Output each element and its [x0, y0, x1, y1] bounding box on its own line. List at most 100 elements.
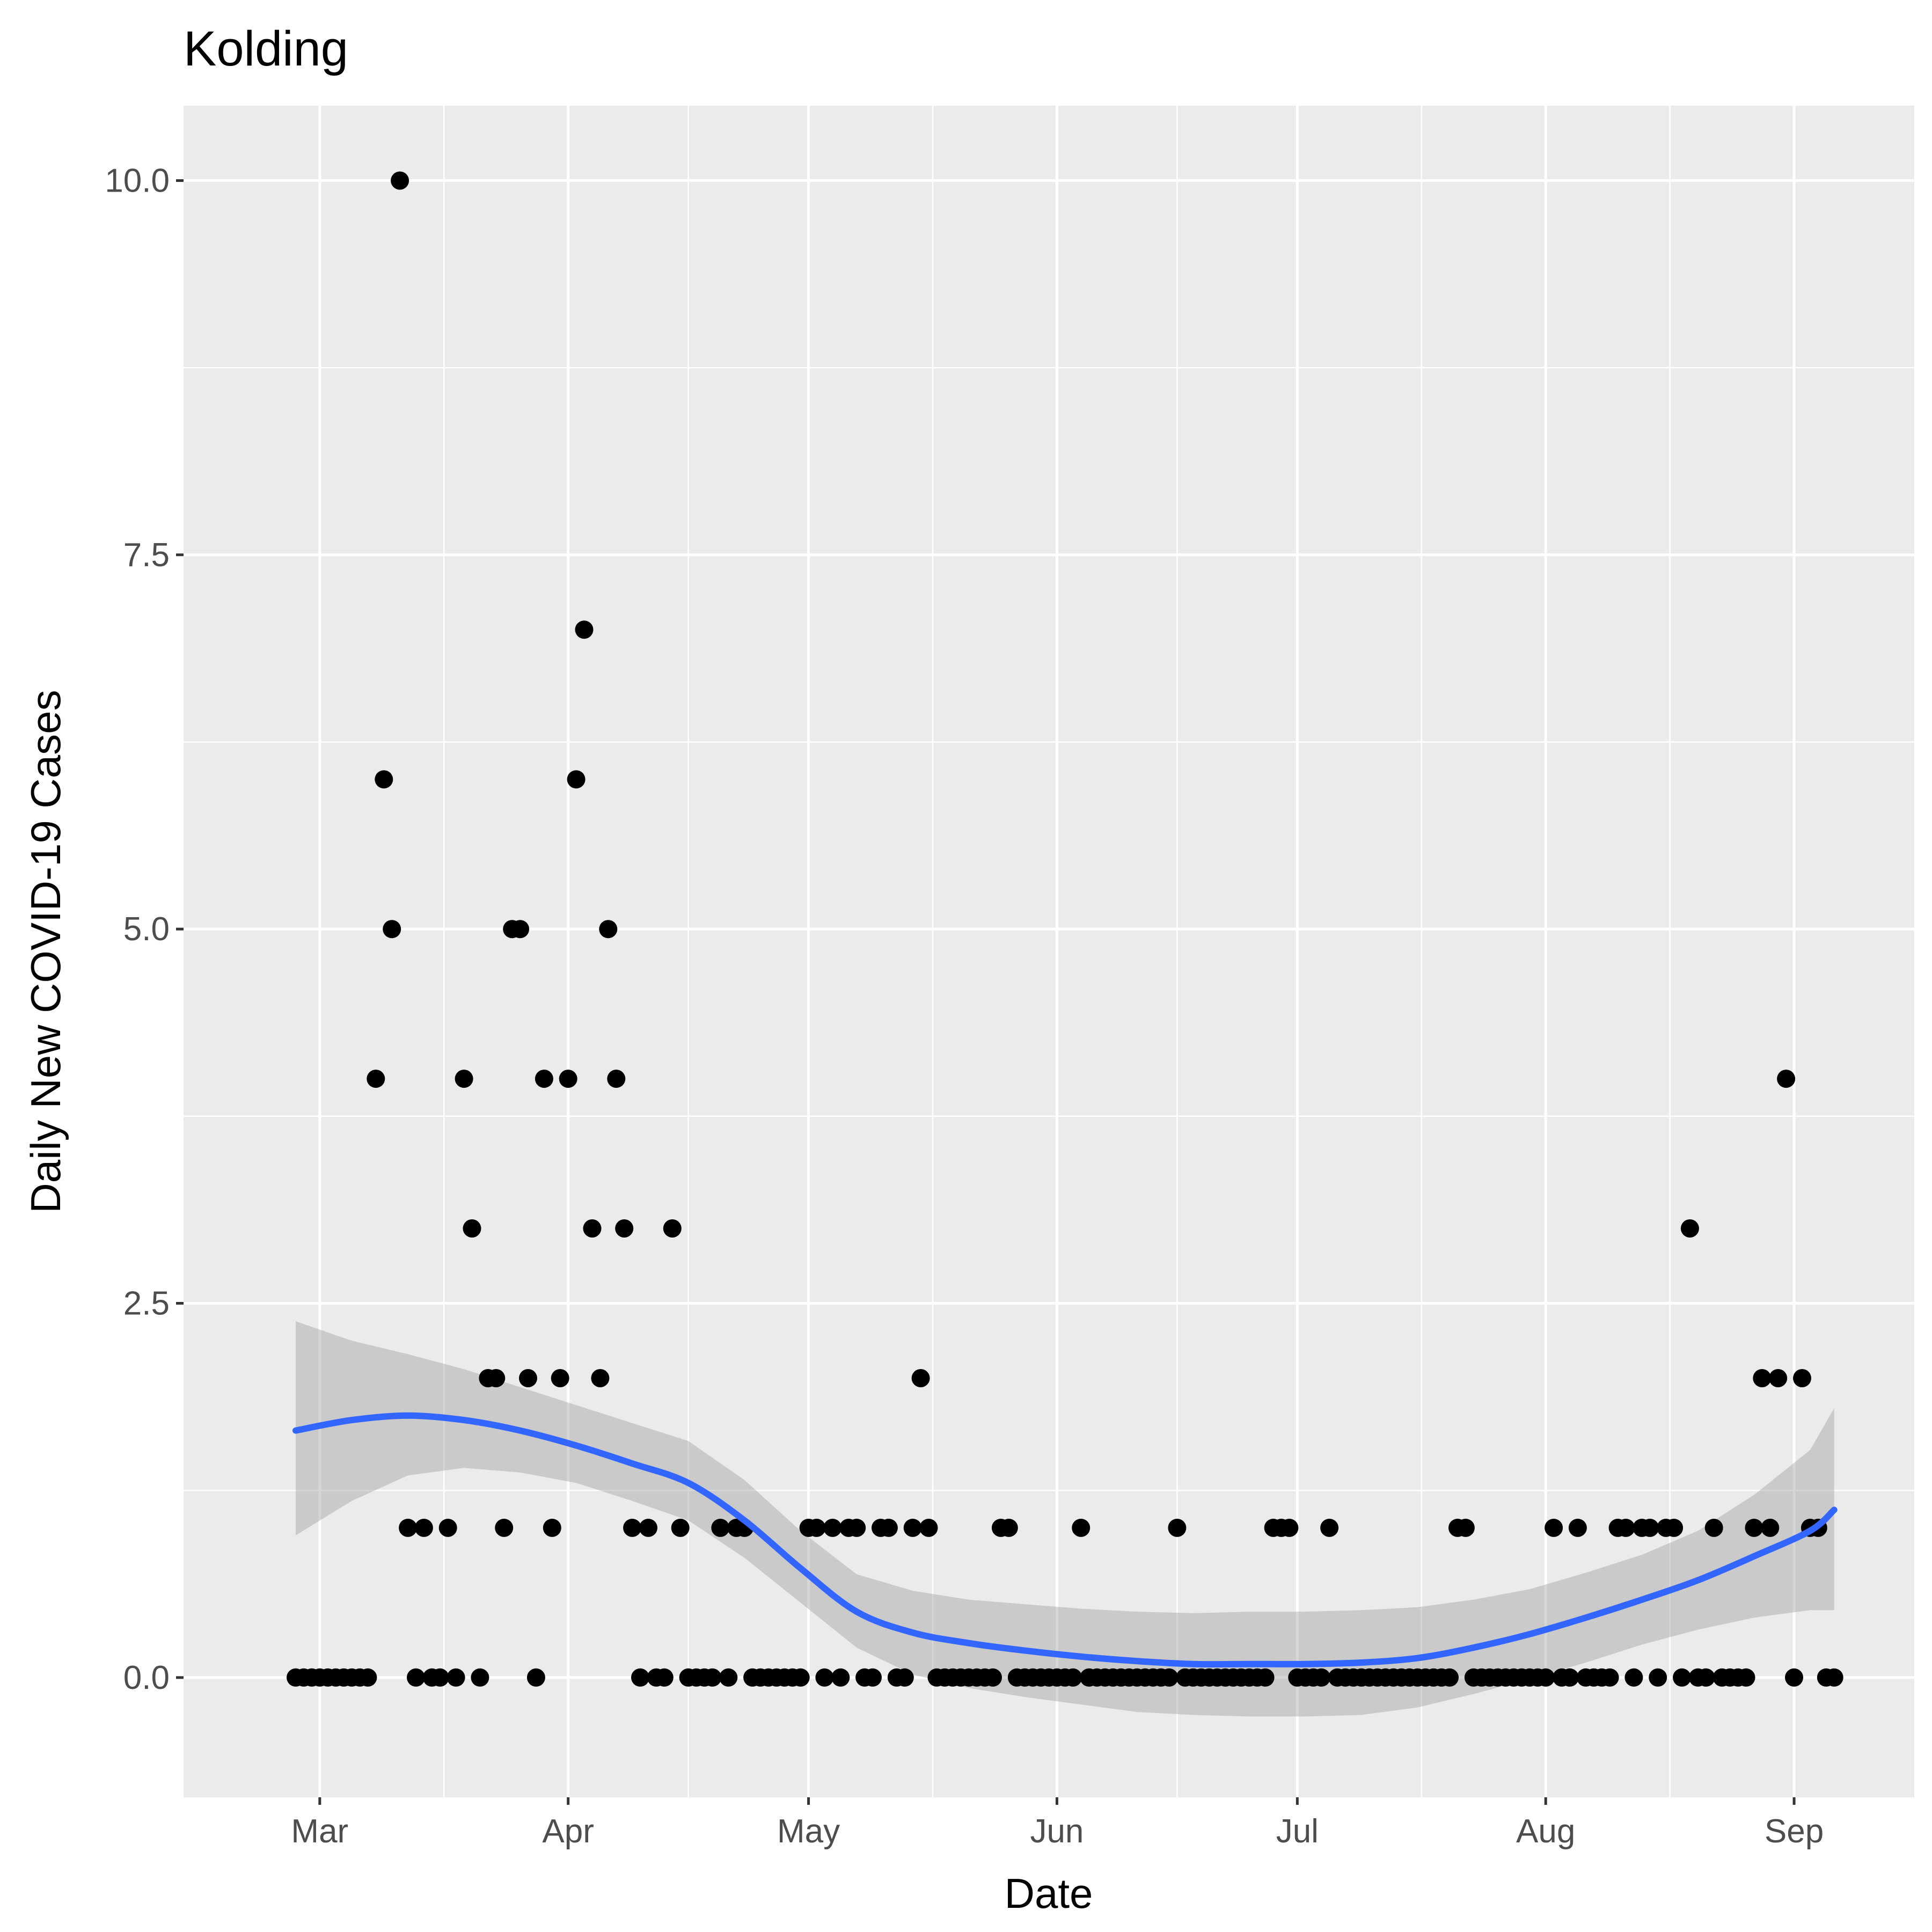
data-point	[414, 1518, 433, 1537]
data-point	[487, 1369, 506, 1387]
data-point	[1761, 1518, 1780, 1537]
data-point	[367, 1070, 385, 1088]
data-point	[1769, 1369, 1788, 1387]
data-point	[663, 1219, 682, 1238]
data-point	[1753, 1369, 1772, 1387]
data-point	[543, 1518, 561, 1537]
y-axis-title: Daily New COVID-19 Cases	[22, 690, 69, 1213]
data-point	[919, 1518, 938, 1537]
data-point	[631, 1668, 649, 1687]
data-point	[1545, 1518, 1563, 1537]
data-point	[463, 1219, 481, 1238]
data-point	[1600, 1668, 1619, 1687]
data-point	[847, 1518, 866, 1537]
data-point	[984, 1668, 1002, 1687]
data-point	[1064, 1668, 1082, 1687]
data-point	[551, 1369, 569, 1387]
data-point	[807, 1518, 826, 1537]
y-tick-label: 10.0	[105, 162, 170, 199]
x-tick-label: Jun	[1030, 1813, 1084, 1850]
data-point	[535, 1070, 553, 1088]
data-point	[1680, 1219, 1699, 1238]
data-point	[495, 1518, 514, 1537]
data-point	[815, 1668, 834, 1687]
x-axis-title: Date	[1005, 1870, 1093, 1917]
data-point	[1312, 1668, 1331, 1687]
data-point	[1456, 1518, 1475, 1537]
data-point	[999, 1518, 1018, 1537]
data-points	[287, 171, 1843, 1687]
data-point	[1536, 1668, 1555, 1687]
y-tick-label: 2.5	[123, 1285, 170, 1322]
x-tick-label: Mar	[291, 1813, 348, 1850]
data-point	[375, 770, 393, 789]
data-point	[519, 1369, 537, 1387]
data-point	[1745, 1518, 1763, 1537]
data-point	[831, 1668, 850, 1687]
x-tick-label: Apr	[542, 1813, 594, 1850]
data-point	[615, 1219, 634, 1238]
x-tick-label: May	[777, 1813, 840, 1850]
confidence-band	[296, 1321, 1834, 1717]
data-point	[599, 920, 618, 939]
data-point	[1168, 1518, 1187, 1537]
data-point	[383, 920, 401, 939]
data-point	[511, 920, 530, 939]
data-point	[1641, 1518, 1659, 1537]
data-point	[391, 171, 409, 190]
data-point	[430, 1668, 449, 1687]
data-point	[1825, 1668, 1843, 1687]
x-axis: Mar Apr May Jun Jul Aug Sep	[291, 1797, 1824, 1850]
data-point	[1777, 1070, 1796, 1088]
data-point	[1649, 1668, 1667, 1687]
data-point	[823, 1518, 842, 1537]
data-point	[1160, 1668, 1179, 1687]
data-point	[719, 1668, 738, 1687]
data-point	[1785, 1668, 1803, 1687]
minor-gridlines	[184, 106, 1914, 1797]
smooth-line	[292, 1412, 1838, 1668]
data-point	[447, 1668, 465, 1687]
data-point	[583, 1219, 602, 1238]
data-point	[407, 1668, 425, 1687]
data-point	[711, 1518, 730, 1537]
data-point	[791, 1668, 810, 1687]
plot-panel	[184, 106, 1914, 1797]
data-point	[1440, 1668, 1459, 1687]
data-point	[1665, 1518, 1684, 1537]
x-tick-label: Sep	[1765, 1813, 1824, 1850]
data-point	[895, 1668, 914, 1687]
data-point	[879, 1518, 898, 1537]
data-point	[1568, 1518, 1587, 1537]
y-axis: 0.0 2.5 5.0 7.5 10.0	[105, 162, 184, 1696]
data-point	[1256, 1668, 1275, 1687]
x-tick-label: Jul	[1276, 1813, 1319, 1850]
data-point	[526, 1668, 545, 1687]
data-point	[1616, 1518, 1635, 1537]
data-point	[607, 1070, 626, 1088]
data-point	[1704, 1518, 1723, 1537]
data-point	[623, 1518, 642, 1537]
x-tick-label: Aug	[1516, 1813, 1575, 1850]
data-point	[703, 1668, 722, 1687]
data-point	[1072, 1518, 1091, 1537]
y-tick-label: 0.0	[123, 1659, 170, 1696]
data-point	[1696, 1668, 1715, 1687]
data-point	[1280, 1518, 1299, 1537]
y-tick-label: 5.0	[123, 911, 170, 948]
data-point	[559, 1070, 577, 1088]
data-point	[399, 1518, 418, 1537]
data-point	[911, 1369, 930, 1387]
data-point	[591, 1369, 610, 1387]
data-point	[358, 1668, 377, 1687]
data-point	[655, 1668, 674, 1687]
data-point	[1624, 1668, 1643, 1687]
data-point	[471, 1668, 489, 1687]
data-point	[863, 1668, 882, 1687]
data-point	[903, 1518, 922, 1537]
data-point	[1793, 1369, 1811, 1387]
data-point	[575, 620, 594, 639]
data-point	[455, 1070, 473, 1088]
data-point	[567, 770, 586, 789]
